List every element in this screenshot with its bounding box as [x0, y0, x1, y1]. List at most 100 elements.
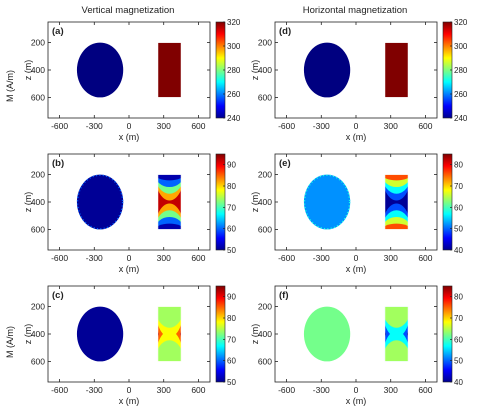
rect-base [157, 42, 182, 98]
rect-band-top [384, 174, 409, 181]
y-tick-label: 600 [258, 224, 272, 234]
x-tick-label: -600 [51, 385, 68, 395]
x-tick-label: 0 [127, 385, 132, 395]
colorbar-tick-label: 280 [227, 66, 241, 75]
circle-edge [303, 174, 351, 230]
rect-outline [157, 42, 182, 98]
y-axis-label: z (m) [23, 192, 33, 213]
x-tick-label: -300 [86, 121, 103, 131]
y-tick-label: 200 [31, 302, 45, 312]
x-axis-label: x (m) [346, 396, 367, 406]
y-tick-label: 200 [258, 38, 272, 48]
rect-body [384, 306, 409, 362]
colorbar-tick-label: 80 [454, 293, 463, 302]
outer-ylabel-row3: M (A/m) [5, 326, 15, 358]
colorbar-tick-label: 260 [227, 90, 241, 99]
y-tick-label: 600 [31, 224, 45, 234]
rect-band-bottom [384, 340, 409, 362]
x-tick-label: 0 [127, 121, 132, 131]
circle-body [303, 306, 351, 362]
plot-area [47, 285, 211, 383]
x-tick-label: 300 [157, 253, 171, 263]
panel-a: -600 -300 0 300 600 200 400 600 x (m) z (m) (a) 240… [23, 18, 241, 142]
plot-area [274, 153, 438, 251]
colorbar-tick-label: 60 [454, 335, 463, 344]
y-tick-label: 600 [31, 356, 45, 366]
outer-ylabel-row1: M (A/m) [5, 70, 15, 102]
x-tick-label: -600 [278, 253, 295, 263]
y-tick-label: 400 [258, 329, 272, 339]
y-axis-label: z (m) [23, 60, 33, 81]
colorbar-tick-label: 80 [454, 161, 463, 170]
y-tick-label: 600 [258, 92, 272, 102]
colorbar-tick-label: 70 [227, 335, 236, 344]
col-title-vertical: Vertical magnetization [82, 5, 175, 16]
circle-body [76, 42, 124, 98]
x-axis-label: x (m) [119, 132, 140, 142]
x-tick-label: 300 [384, 121, 398, 131]
y-tick-label: 400 [258, 197, 272, 207]
y-tick-label: 200 [258, 170, 272, 180]
x-tick-label: -600 [51, 121, 68, 131]
circle-body [303, 174, 351, 230]
x-tick-label: 300 [384, 385, 398, 395]
colorbar-tick-label: 40 [454, 246, 463, 255]
rect-outline [384, 42, 409, 98]
colorbar-tick-label: 50 [227, 378, 236, 387]
panel-label: (c) [52, 290, 64, 301]
x-tick-label: 300 [157, 121, 171, 131]
x-tick-label: -600 [278, 121, 295, 131]
y-tick-label: 200 [258, 302, 272, 312]
x-axis-label: x (m) [119, 264, 140, 274]
rect-band-bottom [384, 223, 409, 230]
panel-e: -600 -300 0 300 600 200 400 600 x (m) z (m) (e) 40 5… [250, 153, 463, 274]
rect-outline [157, 174, 182, 230]
rect-band-bottom [157, 223, 182, 230]
colorbar [215, 285, 226, 383]
rect-outline [384, 306, 409, 362]
rect-outline [384, 174, 409, 230]
rect-body [384, 42, 409, 98]
y-axis-label: z (m) [250, 324, 260, 345]
colorbar-tick-label: 90 [227, 161, 236, 170]
y-tick-label: 400 [31, 329, 45, 339]
x-tick-label: -300 [313, 385, 330, 395]
x-tick-label: -300 [313, 121, 330, 131]
panel-label: (e) [279, 158, 291, 169]
rect-outline [157, 306, 182, 362]
rect-band-top [157, 306, 182, 328]
x-tick-label: -600 [51, 253, 68, 263]
x-tick-label: 0 [354, 385, 359, 395]
colorbar-tick-label: 70 [454, 314, 463, 323]
rect-body [157, 174, 182, 230]
colorbar-tick-label: 50 [454, 225, 463, 234]
panel-b: -600 -300 0 300 600 200 400 600 x (m) z (m) (b) 50 6… [23, 153, 236, 274]
plot-area [47, 21, 211, 119]
panel-label: (b) [52, 158, 64, 169]
colorbar-tick-label: 80 [227, 182, 236, 191]
colorbar-tick-label: 50 [454, 357, 463, 366]
rect-band-bottom [157, 340, 182, 362]
plot-area [274, 21, 438, 119]
colorbar-tick-label: 260 [454, 90, 468, 99]
panel-label: (f) [279, 290, 289, 301]
x-tick-label: 600 [191, 121, 205, 131]
colorbar-tick-label: 50 [227, 246, 236, 255]
x-axis-label: x (m) [119, 396, 140, 406]
panel-label: (a) [52, 26, 64, 37]
colorbar-tick-label: 70 [227, 203, 236, 212]
colorbar [442, 153, 453, 251]
colorbar-tick-label: 60 [227, 357, 236, 366]
colorbar [442, 285, 453, 383]
rect-band-top [384, 306, 409, 328]
circle-body [76, 306, 124, 362]
rect-body [157, 306, 182, 362]
colorbar-tick-label: 300 [454, 42, 468, 51]
y-axis-label: z (m) [250, 192, 260, 213]
colorbar-tick-label: 280 [454, 66, 468, 75]
colorbar-tick-label: 90 [227, 293, 236, 302]
x-axis-label: x (m) [346, 264, 367, 274]
y-tick-label: 400 [258, 65, 272, 75]
x-tick-label: 600 [191, 253, 205, 263]
